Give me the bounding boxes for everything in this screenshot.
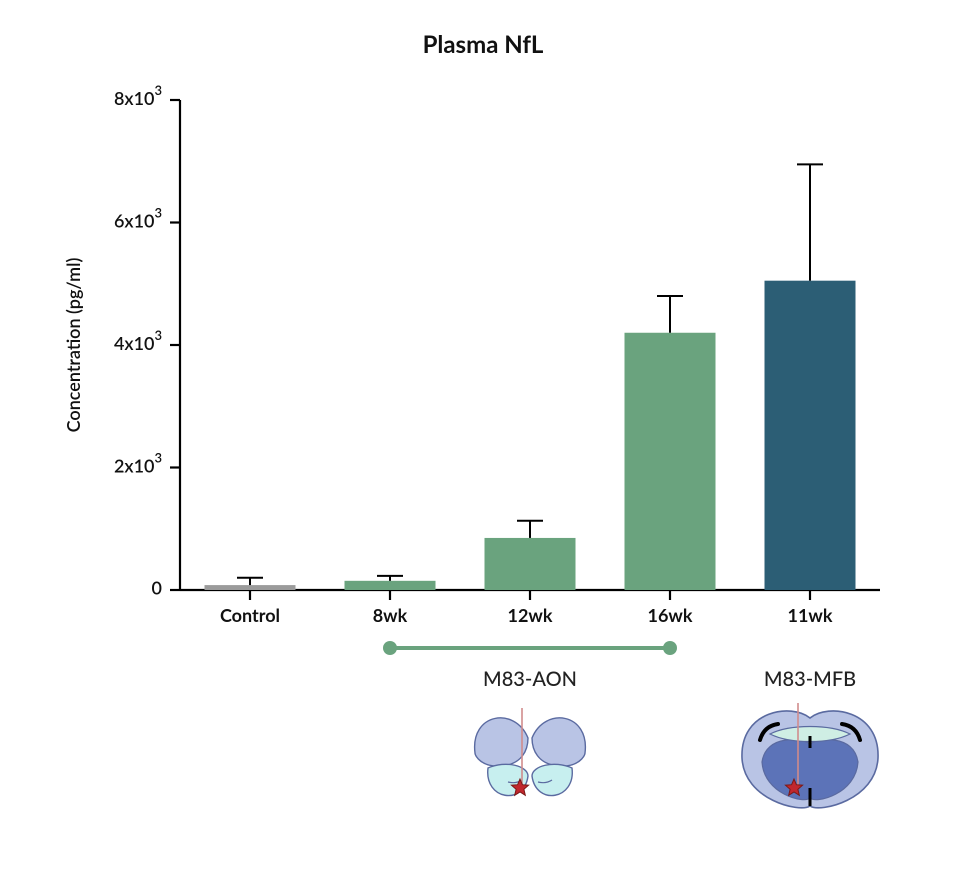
- x-tick-label: 16wk: [648, 604, 693, 626]
- y-tick-label: 4x103: [114, 327, 162, 353]
- group-label-mfb: M83-MFB: [764, 667, 856, 691]
- brain-mfb-icon: [742, 703, 878, 808]
- bar: [345, 581, 436, 590]
- plasma-nfl-chart: Plasma NfL 0 2x103 4x103 6x103 8x103 Concentr…: [0, 0, 966, 873]
- chart-svg: 0 2x103 4x103 6x103 8x103 Concentration (pg/m…: [0, 0, 966, 873]
- bar: [205, 585, 296, 590]
- y-axis-label: Concentration (pg/ml): [62, 258, 84, 433]
- y-tick-label: 6x103: [114, 205, 162, 231]
- x-tick-label: 12wk: [508, 604, 553, 626]
- x-tick-label: 11wk: [788, 604, 833, 626]
- y-tick-label: 8x103: [114, 82, 162, 108]
- y-tick-label: 2x103: [114, 450, 162, 476]
- brain-aon-icon: [475, 708, 586, 796]
- x-tick-label: 8wk: [373, 604, 408, 626]
- chart-title: Plasma NfL: [0, 30, 966, 59]
- bar: [625, 333, 716, 590]
- aon-span-dot: [663, 641, 677, 655]
- group-label-aon: M83-AON: [483, 667, 577, 691]
- bar: [485, 538, 576, 590]
- x-tick-label: Control: [220, 604, 280, 626]
- bar: [765, 281, 856, 590]
- aon-span-dot: [383, 641, 397, 655]
- y-tick-label: 0: [152, 577, 162, 599]
